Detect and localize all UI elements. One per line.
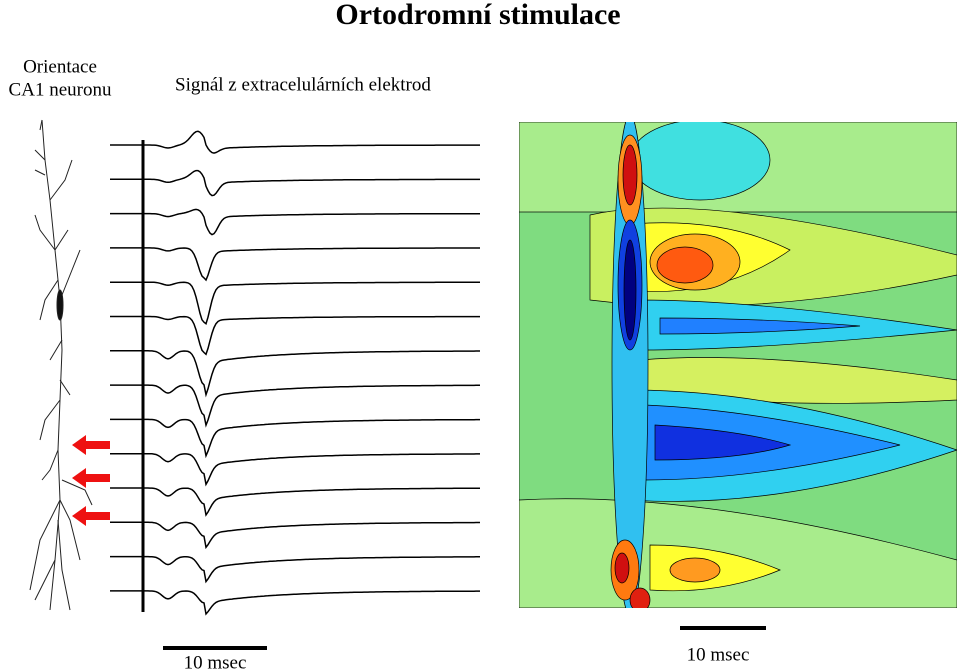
traces (110, 130, 480, 616)
trace (110, 208, 480, 236)
scale-bar-label: 10 msec (687, 644, 750, 665)
scale-bar-label: 10 msec (184, 652, 247, 671)
trace (110, 555, 480, 584)
neuron-label: CA1 neuronu (9, 79, 112, 100)
trace (110, 418, 480, 459)
signal-label: Signál z extracelulárních elektrod (175, 74, 431, 95)
trace (110, 590, 480, 616)
trace (110, 452, 480, 487)
trace (110, 315, 480, 356)
title: Ortodromní stimulace (335, 0, 620, 31)
trace (110, 350, 480, 398)
stimulation-arrows (72, 435, 110, 526)
neuron-label: Orientace (23, 56, 97, 77)
trace (110, 384, 480, 428)
contour-map (519, 122, 957, 608)
trace (110, 281, 480, 325)
trace (110, 130, 480, 154)
neuron (29, 119, 93, 611)
trace (110, 521, 480, 550)
trace (110, 247, 480, 282)
trace (110, 169, 480, 197)
trace (110, 487, 480, 517)
